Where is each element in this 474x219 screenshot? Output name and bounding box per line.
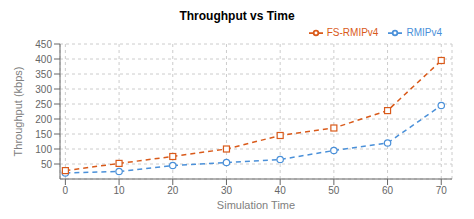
svg-text:40: 40 [275, 185, 287, 196]
html-text:FS-RMIPv4: FS-RMIPv4 [326, 26, 379, 38]
svg-text:150: 150 [35, 129, 52, 140]
svg-text:100: 100 [35, 144, 52, 155]
svg-text:450: 450 [35, 39, 52, 50]
svg-text:200: 200 [35, 114, 52, 125]
svg-text:Simulation Time: Simulation Time [217, 199, 295, 211]
svg-text:10: 10 [114, 185, 126, 196]
svg-text:350: 350 [35, 69, 52, 80]
svg-text:50: 50 [328, 185, 340, 196]
svg-text:70: 70 [436, 185, 448, 196]
html-text:Throughput vs Time: Throughput vs Time [179, 9, 295, 23]
svg-text:Throughput (kbps): Throughput (kbps) [12, 67, 24, 157]
html-text:RMIPv4: RMIPv4 [406, 26, 442, 38]
svg-text:30: 30 [221, 185, 233, 196]
svg-text:0: 0 [63, 185, 69, 196]
svg-text:20: 20 [167, 185, 179, 196]
svg-text:400: 400 [35, 54, 52, 65]
svg-text:50: 50 [41, 159, 53, 170]
svg-text:300: 300 [35, 84, 52, 95]
svg-text:60: 60 [382, 185, 394, 196]
svg-text:250: 250 [35, 99, 52, 110]
